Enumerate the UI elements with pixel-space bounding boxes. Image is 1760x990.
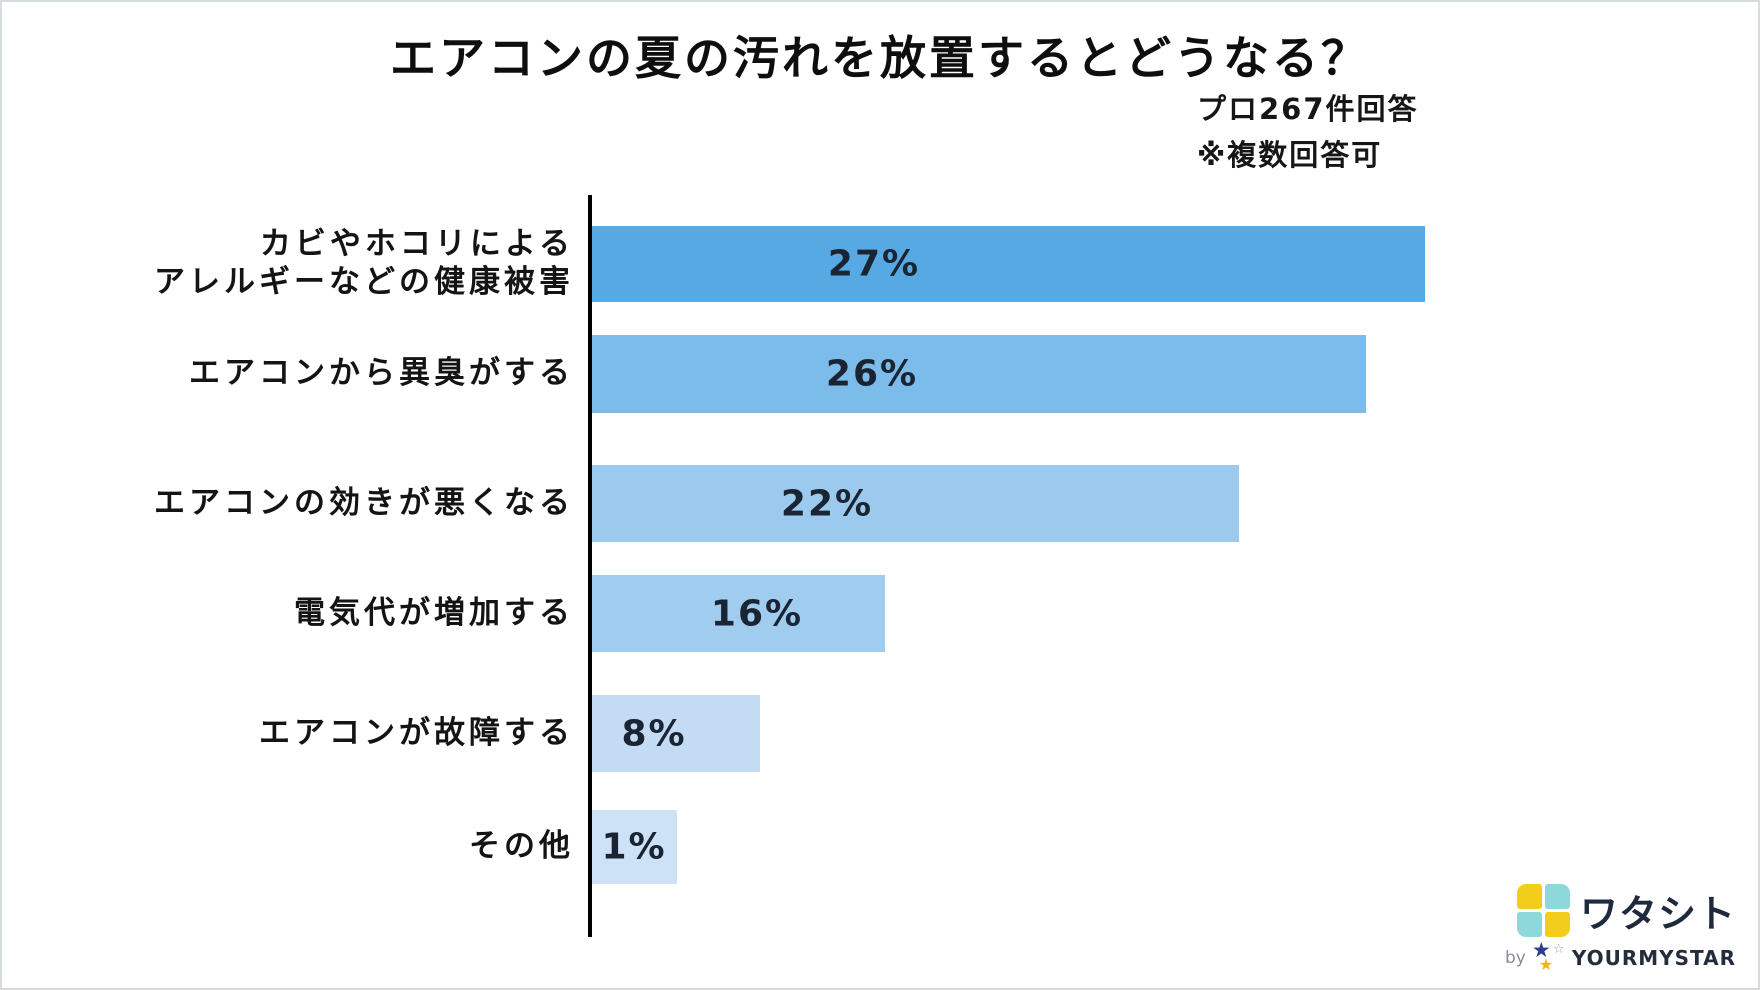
company-name: YOURMYSTAR xyxy=(1571,946,1736,970)
bar-poor-cooling: 22% xyxy=(592,465,1239,542)
brand-name: ワタシト xyxy=(1579,892,1736,936)
category-label-other: その他 xyxy=(62,828,574,866)
y-axis-line xyxy=(588,195,592,937)
value-label: 8% xyxy=(621,713,687,754)
logo-tile-yellow xyxy=(1516,884,1542,909)
category-label-health-damage: カビやホコリによる アレルギーなどの健康被害 xyxy=(62,226,574,302)
logo-tile-teal xyxy=(1516,912,1542,937)
watashito-logo-icon xyxy=(1516,884,1570,937)
category-label-bad-smell: エアコンから異臭がする xyxy=(62,355,574,393)
star-navy-icon: ★ xyxy=(1531,938,1551,962)
value-label: 26% xyxy=(825,353,919,395)
subtitle-respondents: プロ267件回答 xyxy=(1197,92,1419,126)
star-outline-icon: ☆ xyxy=(1552,942,1565,957)
chart-subtitle: プロ267件回答 ※複数回答可 xyxy=(1197,86,1419,179)
chart-title: エアコンの夏の汚れを放置するとどうなる？ xyxy=(390,31,1370,85)
category-label-line: エアコンから異臭がする xyxy=(189,355,574,392)
value-label: 22% xyxy=(780,483,874,524)
value-label: 16% xyxy=(710,593,804,634)
logo-tile-yellow xyxy=(1544,912,1570,937)
value-label: 27% xyxy=(827,243,921,285)
category-label-line: アレルギーなどの健康被害 xyxy=(154,264,574,300)
category-label-poor-cooling: エアコンの効きが悪くなる xyxy=(62,485,574,523)
category-label-line: エアコンの効きが悪くなる xyxy=(154,484,574,521)
bar-bad-smell: 26% xyxy=(592,335,1366,413)
subtitle-note: ※複数回答可 xyxy=(1197,138,1383,173)
category-label-line: エアコンが故障する xyxy=(259,714,574,751)
category-label-breakdown: エアコンが故障する xyxy=(62,715,574,753)
bar-health-damage: 27% xyxy=(592,226,1425,302)
yourmystar-stars-icon: ★ ☆ ★ xyxy=(1532,940,1566,976)
star-yellow-icon: ★ xyxy=(1538,955,1554,974)
category-label-line: 電気代が増加する xyxy=(294,594,574,631)
logo-tile-teal xyxy=(1544,884,1570,909)
bar-electricity-cost: 16% xyxy=(592,575,885,652)
bar-breakdown: 8% xyxy=(592,695,760,772)
brand-logo: ワタシト by ★ ☆ ★ YOURMYSTAR xyxy=(1505,883,1736,976)
category-label-electricity-cost: 電気代が増加する xyxy=(62,595,574,633)
value-label: 1% xyxy=(601,826,667,868)
by-label: by xyxy=(1504,948,1526,968)
bar-other: 1% xyxy=(592,810,677,884)
category-label-line: カビやホコリによる xyxy=(259,226,574,263)
category-label-line: その他 xyxy=(469,828,574,865)
